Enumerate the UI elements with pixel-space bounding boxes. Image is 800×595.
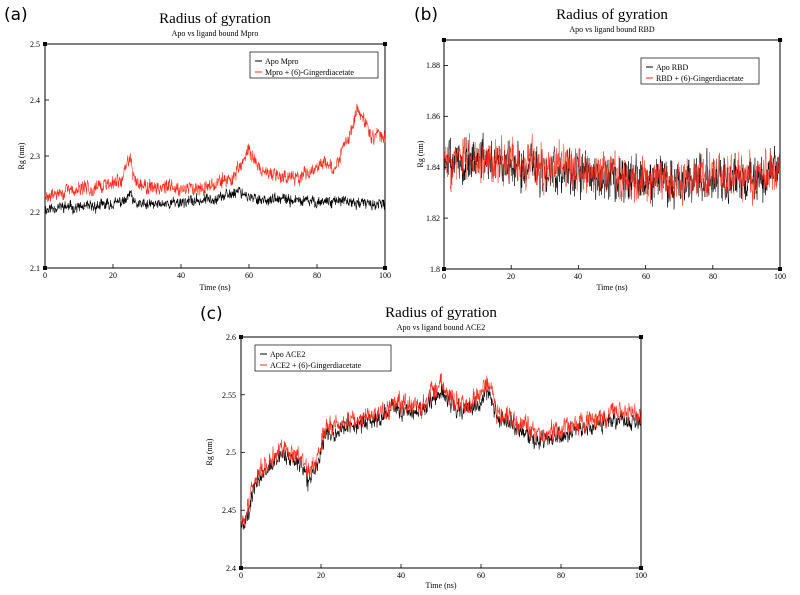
y-tick-label: 1.88 <box>426 61 440 70</box>
frame-corner-marker <box>239 566 243 570</box>
panel-c-series-ace2-ligand <box>240 372 642 527</box>
x-tick-label: 20 <box>317 571 325 580</box>
panel-a-label: (a) <box>4 5 28 25</box>
frame-corner-marker <box>778 38 782 42</box>
y-tick-label: 2.1 <box>30 264 40 273</box>
frame-corner-marker <box>383 42 387 46</box>
panel-a-legend: Apo Mpro Mpro + (6)-Gingerdiacetate <box>249 51 379 79</box>
panel-b-tick-marks <box>442 38 782 271</box>
x-tick-label: 100 <box>379 271 391 280</box>
legend-box <box>640 57 760 85</box>
x-tick-label: 0 <box>239 571 243 580</box>
panel-c-series-apo-ace2 <box>240 381 642 531</box>
panel-b-legend: Apo RBD RBD + (6)-Gingerdiacetate <box>640 57 760 85</box>
panel-a-series-apo-mpro <box>44 186 386 215</box>
panel-b-series-rbd-ligand <box>443 133 781 207</box>
panel-c-subtitle: Apo vs ligand bound ACE2 <box>397 323 485 332</box>
panel-a-subtitle: Apo vs ligand bound Mpro <box>172 29 259 38</box>
x-tick-label: 80 <box>709 272 717 281</box>
panel-c-y-axis-label: Rg (nm) <box>205 438 214 465</box>
panel-c-legend: Apo ACE2 ACE2 + (6)-Gingerdiacetate <box>254 344 392 372</box>
panel-a-y-tick-labels: 2.5 2.4 2.3 2.2 2.1 <box>30 40 40 273</box>
legend-label-apo-mpro: Apo Mpro <box>265 57 299 66</box>
panel-a-y-axis-label: Rg (nm) <box>17 142 26 169</box>
x-tick-label: 40 <box>397 571 405 580</box>
panel-b-plot-frame <box>443 39 781 270</box>
x-tick-label: 0 <box>442 272 446 281</box>
x-tick-label: 20 <box>109 271 117 280</box>
panel-a-series-group <box>44 103 386 215</box>
x-tick-label: 60 <box>245 271 253 280</box>
x-tick-label: 100 <box>635 571 647 580</box>
y-tick-label: 2.55 <box>222 391 236 400</box>
legend-label-ace2-ligand: ACE2 + (6)-Gingerdiacetate <box>270 361 362 370</box>
panel-b-y-axis-label: Rg (nm) <box>416 140 425 167</box>
y-tick-label: 2.5 <box>30 40 40 49</box>
x-tick-label: 0 <box>43 271 47 280</box>
legend-label-apo-rbd: Apo RBD <box>656 63 688 72</box>
x-tick-label: 20 <box>507 272 515 281</box>
frame-corner-marker <box>239 335 243 339</box>
y-tick-label: 2.3 <box>30 152 40 161</box>
frame-corner-marker <box>639 335 643 339</box>
panel-c-y-tick-labels: 2.6 2.55 2.5 2.45 2.4 <box>222 333 236 573</box>
x-tick-label: 40 <box>574 272 582 281</box>
panel-b-x-tick-labels: 0 20 40 60 80 100 <box>442 272 786 281</box>
panel-b-y-tick-labels: 1.88 1.86 1.84 1.82 1.8 <box>426 61 440 274</box>
frame-corner-marker <box>778 267 782 271</box>
y-tick-label: 1.82 <box>426 214 440 223</box>
panel-a-title: Radius of gyration <box>159 11 271 27</box>
panel-a-x-axis-label: Time (ns) <box>199 283 230 292</box>
y-tick-label: 1.86 <box>426 112 440 121</box>
legend-label-rbd-ligand: RBD + (6)-Gingerdiacetate <box>656 74 744 83</box>
panel-b-subtitle: Apo vs ligand bound RBD <box>569 25 655 34</box>
x-tick-label: 60 <box>477 571 485 580</box>
panel-a: (a) Radius of gyration Apo vs ligand bou… <box>4 5 391 292</box>
frame-corner-marker <box>43 42 47 46</box>
legend-label-apo-ace2: Apo ACE2 <box>270 350 305 359</box>
y-tick-label: 1.8 <box>430 265 440 274</box>
panel-c-x-axis-label: Time (ns) <box>425 581 456 590</box>
legend-label-mpro-ligand: Mpro + (6)-Gingerdiacetate <box>265 68 354 77</box>
panel-b-x-axis-label: Time (ns) <box>596 283 627 292</box>
y-tick-label: 2.4 <box>226 564 236 573</box>
frame-corner-marker <box>442 267 446 271</box>
frame-corner-marker <box>383 266 387 270</box>
panel-a-tick-marks <box>43 42 387 270</box>
frame-corner-marker <box>639 566 643 570</box>
panel-c-series-group <box>240 372 642 531</box>
panel-a-series-mpro-ligand <box>44 103 386 203</box>
y-tick-label: 2.5 <box>226 448 236 457</box>
y-tick-label: 1.84 <box>426 163 440 172</box>
x-tick-label: 80 <box>313 271 321 280</box>
panel-c-label: (c) <box>200 304 223 324</box>
panel-b-label: (b) <box>414 5 438 25</box>
panel-c-title: Radius of gyration <box>385 305 497 321</box>
frame-corner-marker <box>43 266 47 270</box>
legend-box <box>254 344 392 372</box>
y-tick-label: 2.45 <box>222 506 236 515</box>
panel-c: (c) Radius of gyration Apo vs ligand bou… <box>200 304 647 590</box>
frame-corner-marker <box>442 38 446 42</box>
panel-c-plot-frame <box>240 336 642 569</box>
y-tick-label: 2.6 <box>226 333 236 342</box>
panel-c-tick-marks <box>239 335 643 570</box>
x-tick-label: 40 <box>177 271 185 280</box>
panel-c-x-tick-labels: 0 20 40 60 80 100 <box>239 571 647 580</box>
x-tick-label: 60 <box>642 272 650 281</box>
panel-b-title: Radius of gyration <box>556 7 668 23</box>
x-tick-label: 80 <box>557 571 565 580</box>
y-tick-label: 2.2 <box>30 208 40 217</box>
legend-box <box>249 51 379 79</box>
panel-a-x-tick-labels: 0 20 40 60 80 100 <box>43 271 391 280</box>
x-tick-label: 100 <box>774 272 786 281</box>
y-tick-label: 2.4 <box>30 96 40 105</box>
panel-b: (b) Radius of gyration Apo vs ligand bou… <box>414 5 786 292</box>
panel-b-series-group <box>443 132 781 210</box>
